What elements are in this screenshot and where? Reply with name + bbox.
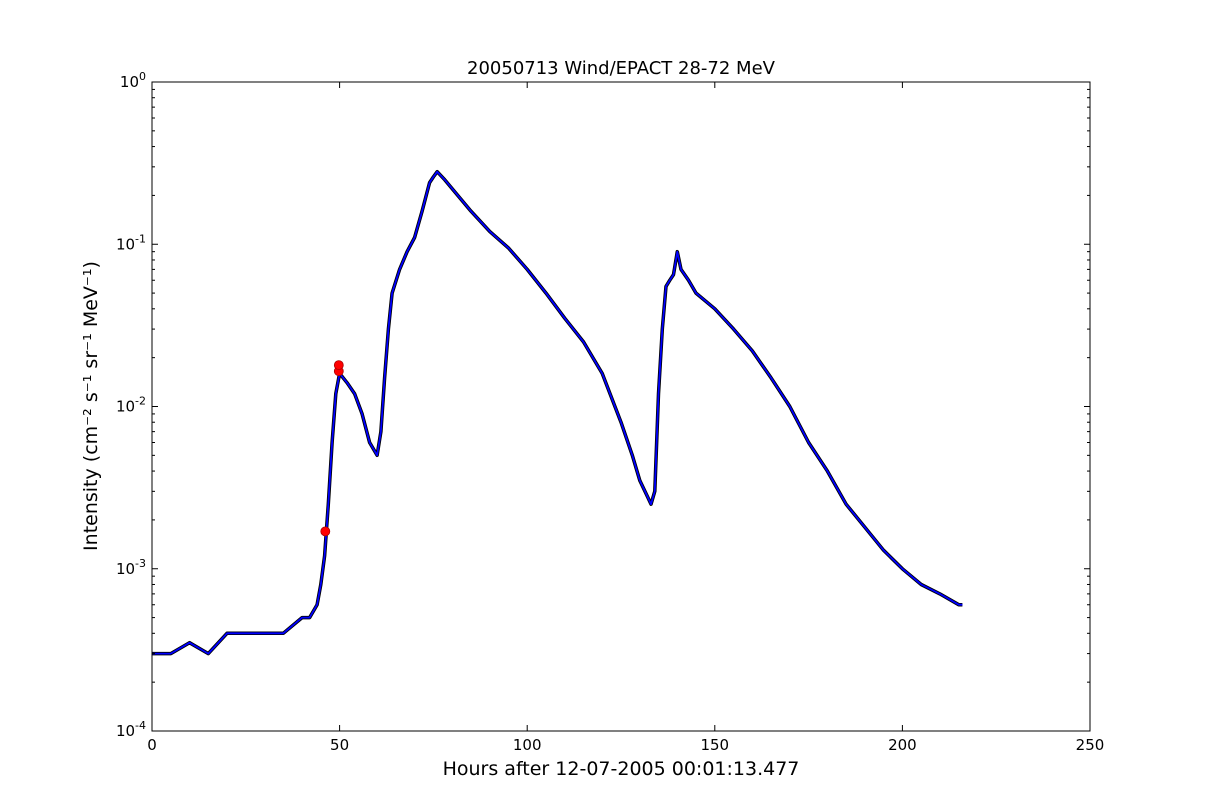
event-marker-2 bbox=[333, 360, 344, 371]
x-axis-label: Hours after 12-07-2005 00:01:13.477 bbox=[443, 758, 800, 780]
x-axis: 0 50 100 150 200 250 bbox=[147, 82, 1104, 754]
chart-title: 20050713 Wind/EPACT 28-72 MeV bbox=[467, 58, 776, 79]
x-tick-label-5: 250 bbox=[1076, 736, 1105, 754]
y-axis-label: Intensity (cm⁻² s⁻¹ sr⁻¹ MeV⁻¹) bbox=[80, 261, 102, 551]
x-tick-label-1: 50 bbox=[330, 736, 349, 754]
event-marker-0 bbox=[320, 526, 331, 537]
y-tick-label-0: 10-4 bbox=[116, 719, 146, 740]
plot-area bbox=[152, 169, 963, 656]
x-tick-label-0: 0 bbox=[147, 736, 157, 754]
y-tick-label-2: 10-2 bbox=[116, 395, 146, 416]
y-tick-label-1: 10-3 bbox=[116, 557, 146, 578]
series-line-1 bbox=[152, 170, 963, 655]
y-tick-label-4: 100 bbox=[120, 70, 146, 91]
x-tick-label-3: 150 bbox=[700, 736, 729, 754]
y-axis: 10-4 10-3 10-2 10-1 100 bbox=[116, 70, 1090, 740]
x-tick-label-2: 100 bbox=[513, 736, 542, 754]
y-tick-label-3: 10-1 bbox=[116, 232, 146, 253]
x-tick-label-4: 200 bbox=[888, 736, 917, 754]
